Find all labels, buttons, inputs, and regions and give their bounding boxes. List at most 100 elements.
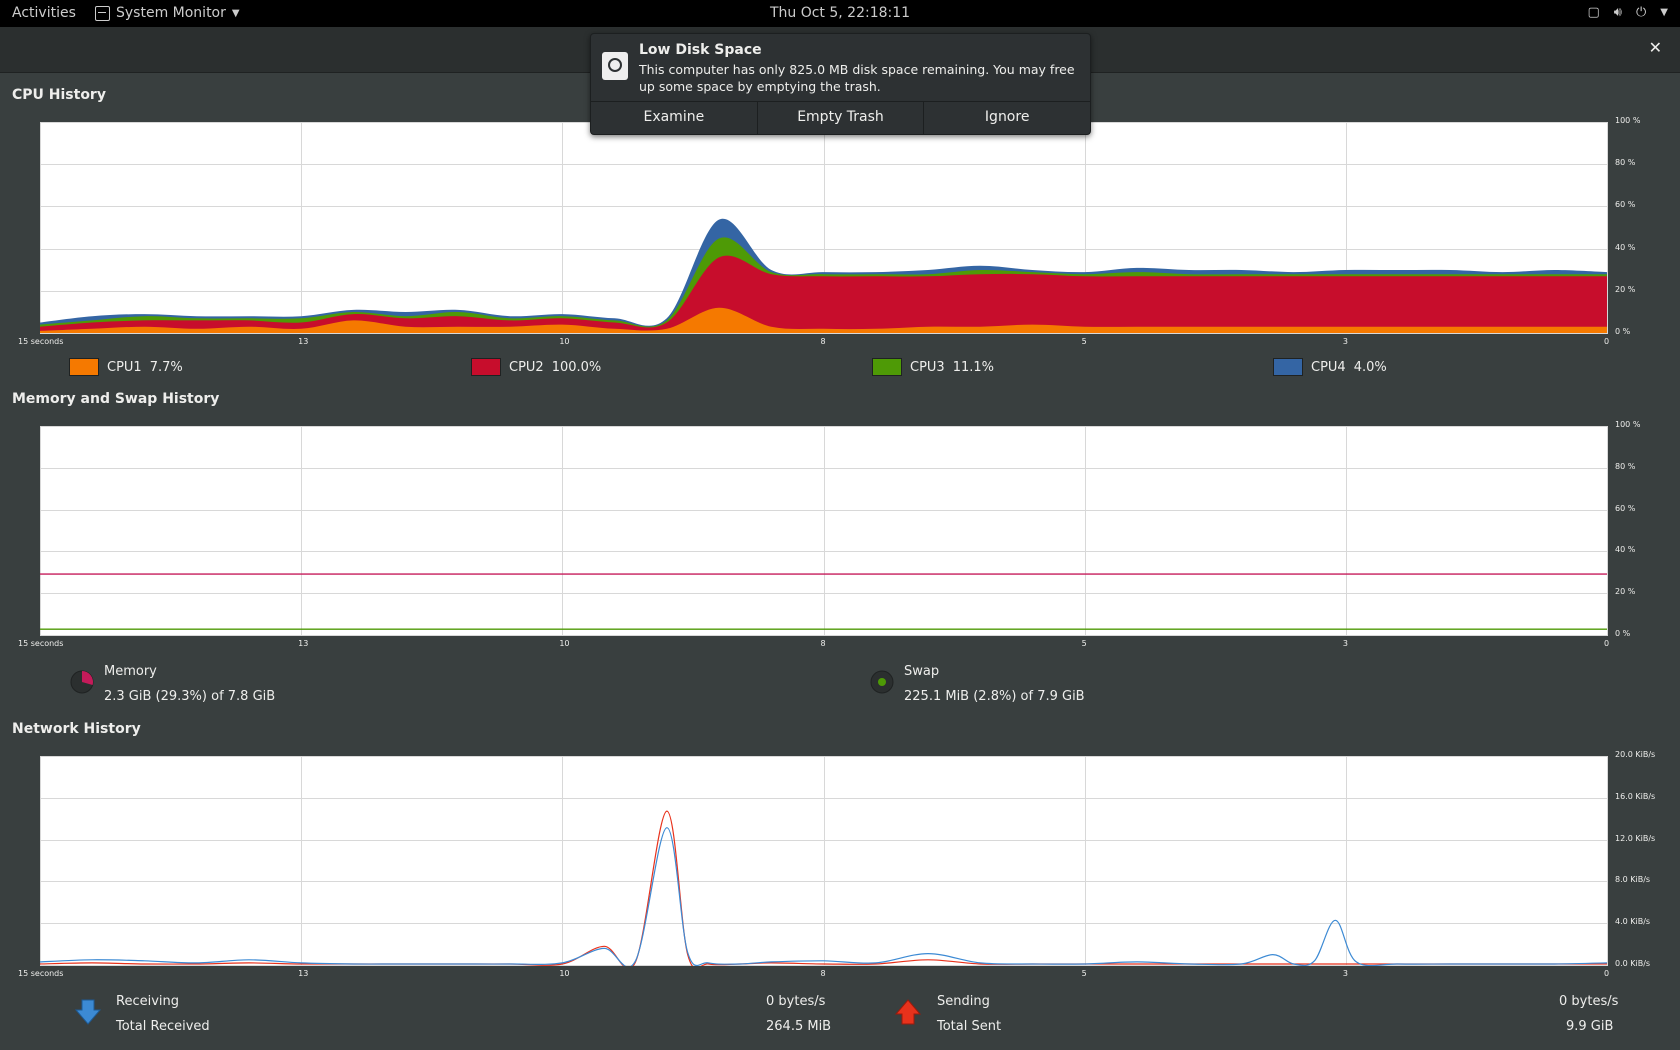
- cpu3-color-swatch[interactable]: [872, 358, 902, 376]
- network-graph: [40, 756, 1608, 966]
- sending-arrow-icon[interactable]: [895, 998, 921, 1026]
- y-tick-label: 0 %: [1615, 629, 1631, 638]
- x-tick-label: 3: [1342, 969, 1348, 978]
- swap-label: Swap: [904, 664, 940, 679]
- receiving-arrow-icon[interactable]: [75, 998, 101, 1026]
- receiving-line: [40, 827, 1608, 966]
- cpu4-color-swatch[interactable]: [1273, 358, 1303, 376]
- app-menu-label: System Monitor: [116, 5, 226, 21]
- x-tick-label: 13: [298, 337, 309, 346]
- x-tick-label: 10: [559, 337, 570, 346]
- y-tick-label: 20 %: [1615, 587, 1636, 597]
- cpu-section-title: CPU History: [12, 87, 106, 103]
- total-sent-value: 9.9 GiB: [1566, 1019, 1614, 1034]
- legend-cpu1[interactable]: CPU1 7.7%: [69, 358, 183, 376]
- legend-cpu2[interactable]: CPU2 100.0%: [471, 358, 601, 376]
- cpu-chart: [40, 122, 1608, 334]
- ignore-button[interactable]: Ignore: [984, 109, 1030, 125]
- memory-pie-icon[interactable]: [70, 670, 94, 694]
- cpu1-value: 7.7%: [149, 359, 183, 375]
- legend-cpu4[interactable]: CPU4 4.0%: [1273, 358, 1387, 376]
- y-tick-label: 20 %: [1615, 284, 1636, 294]
- x-tick-label: 8: [820, 337, 826, 346]
- notification-body: This computer has only 825.0 MB disk spa…: [639, 62, 1075, 94]
- memory-chart: [40, 426, 1608, 636]
- notification-actions: Examine Empty Trash Ignore: [591, 101, 1090, 134]
- x-tick-label: 10: [559, 639, 570, 648]
- network-section-title: Network History: [12, 721, 141, 737]
- y-tick-label: 8.0 KiB/s: [1615, 875, 1651, 885]
- cpu-graph: [40, 122, 1608, 334]
- empty-trash-button[interactable]: Empty Trash: [758, 102, 925, 134]
- sending-line: [40, 810, 1607, 966]
- y-tick-label: 100 %: [1615, 420, 1641, 429]
- total-sent-label: Total Sent: [937, 1019, 1002, 1034]
- memory-value: 2.3 GiB (29.3%) of 7.8 GiB: [104, 689, 276, 704]
- receiving-rate: 0 bytes/s: [766, 994, 826, 1009]
- y-tick-label: 40 %: [1615, 242, 1636, 252]
- y-tick-label: 80 %: [1615, 158, 1636, 168]
- x-tick-label: 3: [1342, 337, 1348, 346]
- x-tick-label: 0: [1604, 969, 1610, 978]
- y-tick-label: 4.0 KiB/s: [1615, 917, 1651, 927]
- system-monitor-icon: [95, 5, 110, 21]
- y-tick-label: 16.0 KiB/s: [1615, 791, 1656, 801]
- examine-button[interactable]: Examine: [591, 102, 758, 134]
- receiving-label: Receiving: [116, 994, 180, 1009]
- memory-section-title: Memory and Swap History: [12, 391, 220, 407]
- x-tick-label: 5: [1081, 969, 1087, 978]
- low-disk-space-notification[interactable]: Low Disk Space This computer has only 82…: [590, 33, 1091, 135]
- total-received-value: 264.5 MiB: [766, 1019, 832, 1034]
- x-tick-label: 3: [1342, 639, 1348, 648]
- y-tick-label: 0 %: [1615, 327, 1631, 336]
- sending-rate: 0 bytes/s: [1559, 994, 1619, 1009]
- x-tick-label: 0: [1604, 639, 1610, 648]
- x-tick-label: 10: [559, 969, 570, 978]
- y-tick-label: 0.0 KiB/s: [1615, 959, 1651, 968]
- memory-label: Memory: [104, 664, 157, 679]
- x-tick-label: 15 seconds: [18, 969, 64, 978]
- disk-icon: [602, 52, 628, 80]
- activities-button[interactable]: Activities: [12, 5, 76, 21]
- cpu2-value: 100.0%: [551, 359, 602, 375]
- status-menu[interactable]: ▢ 🔊︎ ⏻ ▼: [1588, 5, 1669, 20]
- notification-title: Low Disk Space: [639, 42, 762, 58]
- y-tick-label: 80 %: [1615, 461, 1636, 471]
- memory-graph: [40, 426, 1608, 636]
- y-tick-label: 20.0 KiB/s: [1615, 750, 1656, 759]
- swap-pie-icon[interactable]: [870, 670, 894, 694]
- cpu4-label: CPU4: [1311, 359, 1346, 375]
- cpu1-color-swatch[interactable]: [69, 358, 99, 376]
- clock[interactable]: Thu Oct 5, 22:18:11: [769, 5, 911, 21]
- x-tick-label: 8: [820, 969, 826, 978]
- network-chart: [40, 756, 1608, 966]
- x-tick-label: 8: [820, 639, 826, 648]
- power-icon: ⏻: [1636, 5, 1647, 20]
- y-tick-label: 40 %: [1615, 545, 1636, 555]
- x-tick-label: 13: [298, 969, 309, 978]
- cpu3-value: 11.1%: [952, 359, 995, 375]
- x-tick-label: 15 seconds: [18, 337, 64, 346]
- cpu4-value: 4.0%: [1353, 359, 1387, 375]
- cpu3-label: CPU3: [910, 359, 945, 375]
- app-menu[interactable]: System Monitor ▼: [95, 5, 240, 21]
- x-tick-label: 13: [298, 639, 309, 648]
- x-tick-label: 5: [1081, 337, 1087, 346]
- x-tick-label: 15 seconds: [18, 639, 64, 648]
- volume-icon: 🔊︎: [1613, 5, 1622, 20]
- swap-value: 225.1 MiB (2.8%) of 7.9 GiB: [904, 689, 1085, 704]
- close-icon[interactable]: ✕: [1648, 38, 1662, 57]
- total-received-label: Total Received: [116, 1019, 210, 1034]
- y-tick-label: 100 %: [1615, 116, 1641, 125]
- y-tick-label: 60 %: [1615, 503, 1636, 513]
- cpu-area-cpu1: [40, 307, 1607, 333]
- cpu-area-cpu2: [40, 255, 1607, 333]
- network-icon: ▢: [1587, 5, 1600, 20]
- legend-cpu3[interactable]: CPU3 11.1%: [872, 358, 994, 376]
- x-tick-label: 5: [1081, 639, 1087, 648]
- cpu1-label: CPU1: [107, 359, 142, 375]
- y-tick-label: 12.0 KiB/s: [1615, 833, 1656, 843]
- y-tick-label: 60 %: [1615, 200, 1636, 210]
- cpu2-color-swatch[interactable]: [471, 358, 501, 376]
- chevron-down-icon: ▼: [1660, 7, 1668, 18]
